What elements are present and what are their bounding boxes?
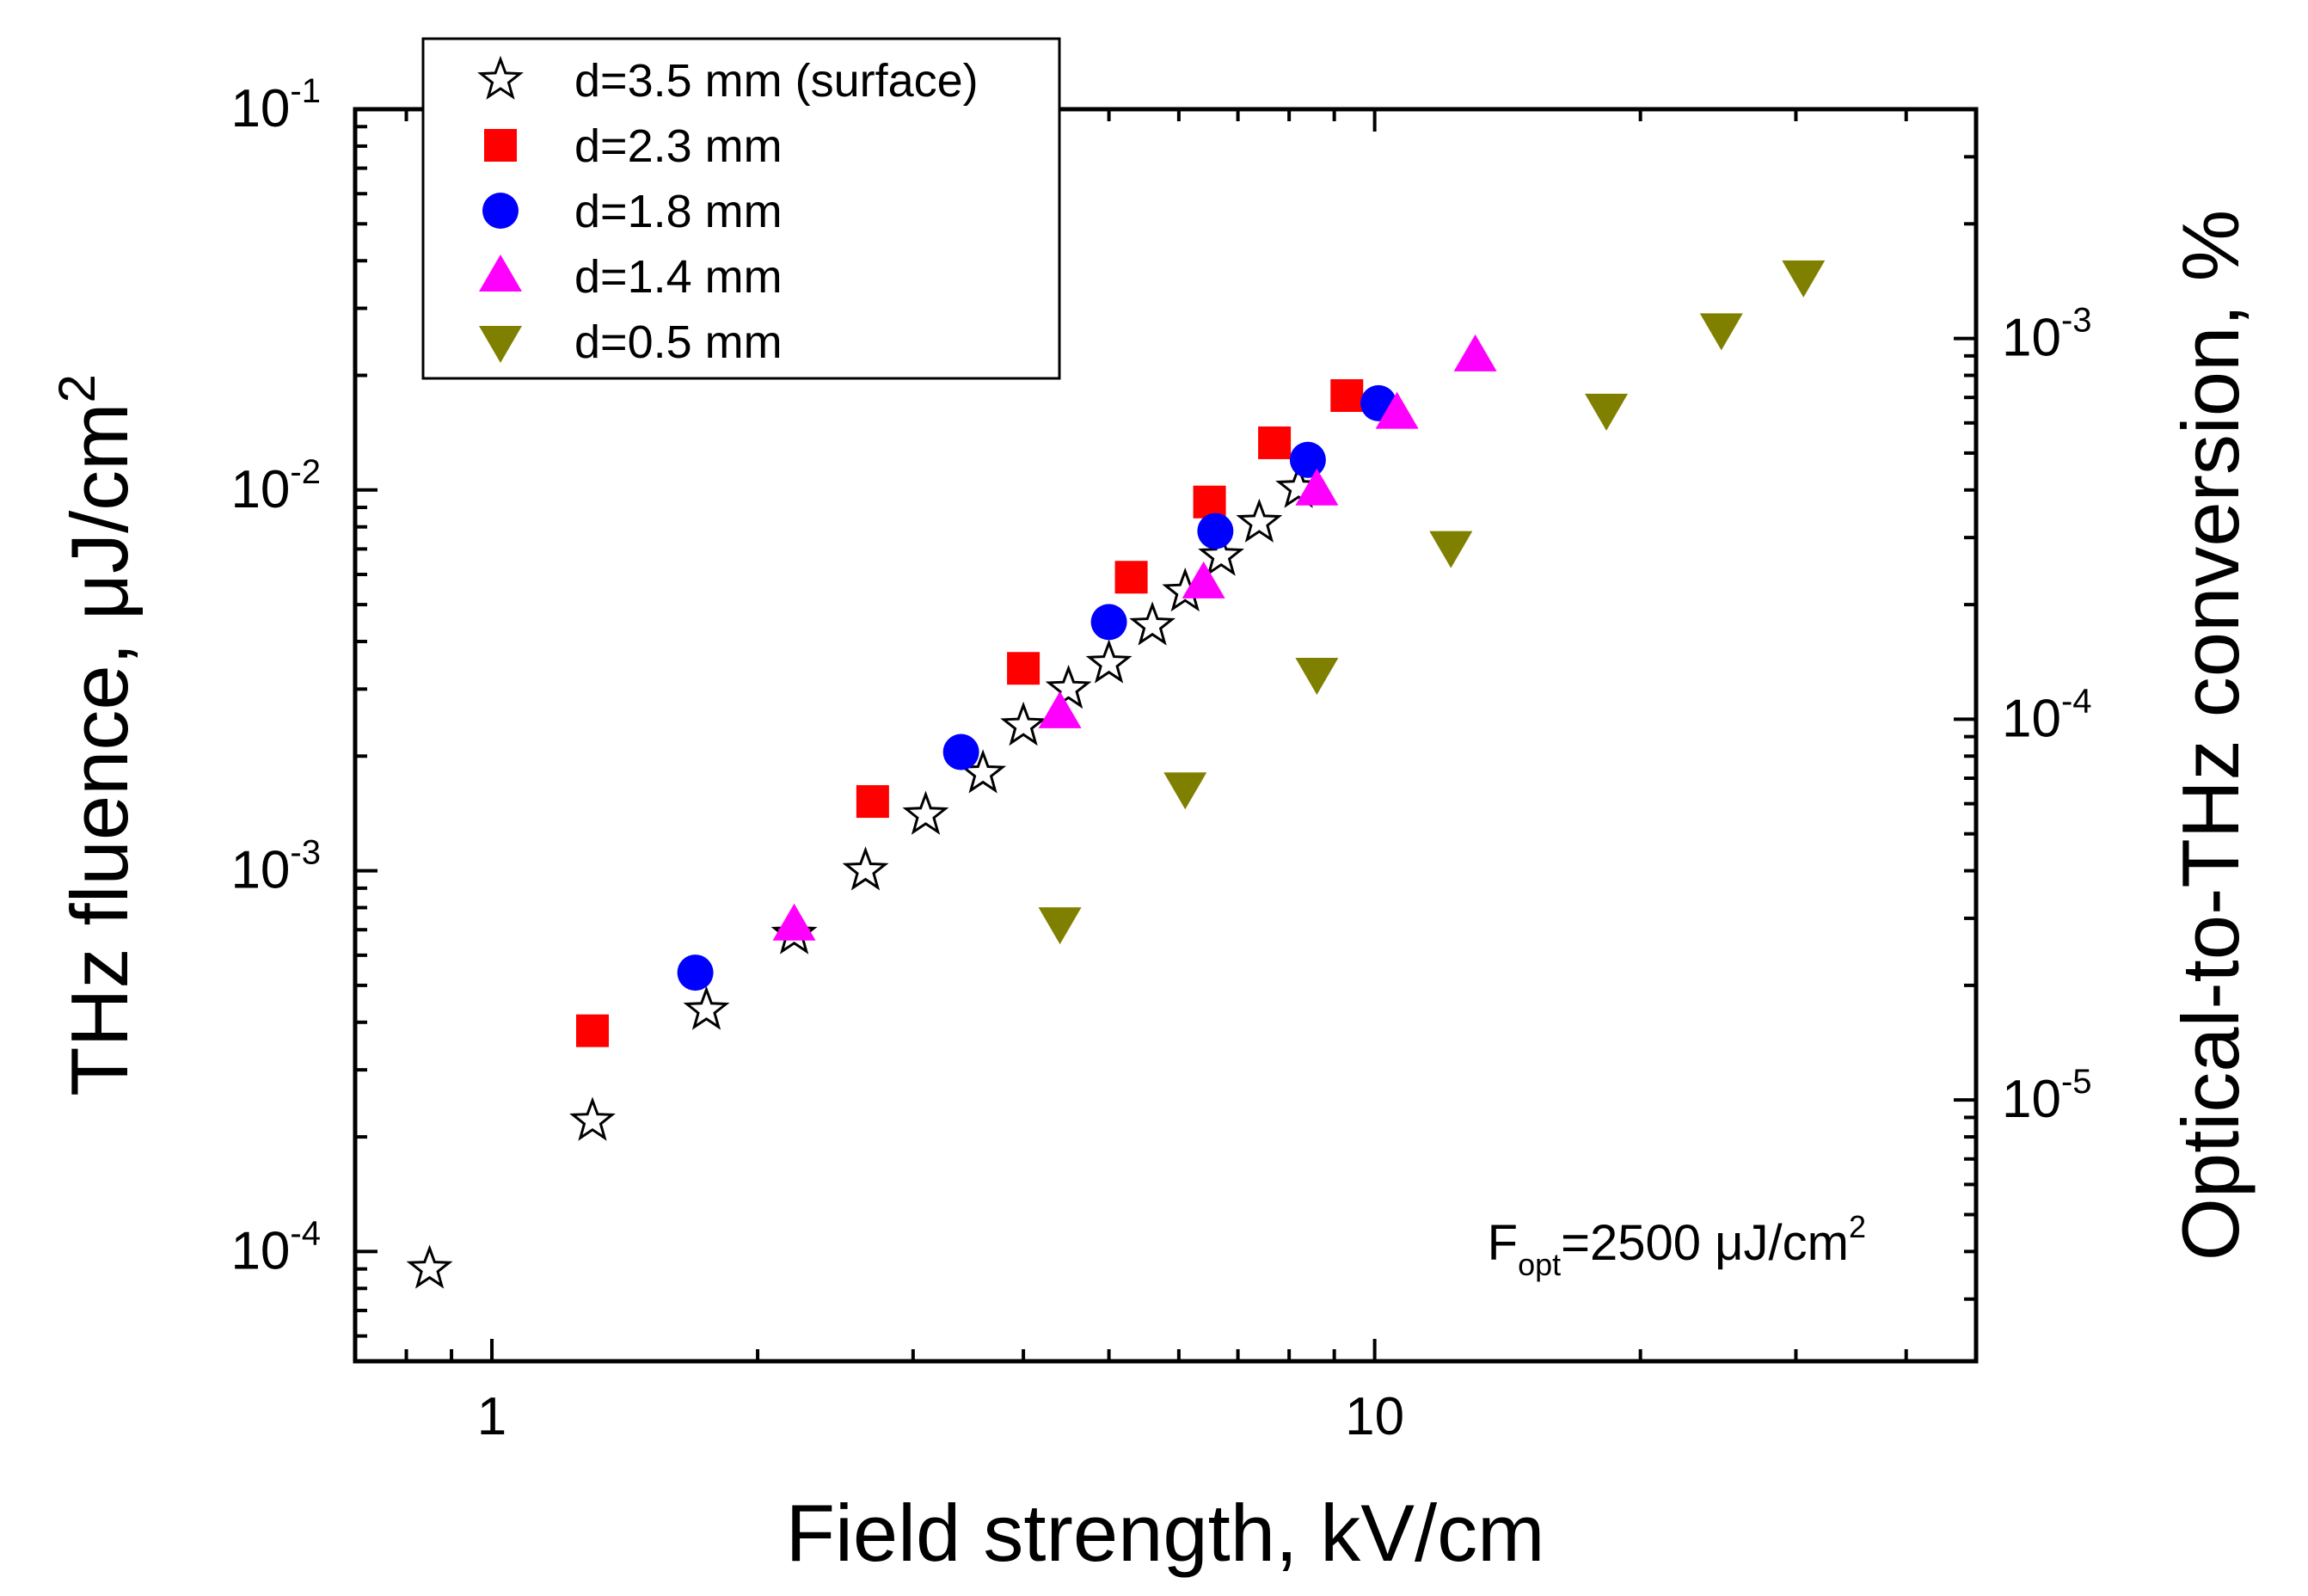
y-axis-label-text: THz fluence, μJ/cm: [54, 403, 144, 1096]
series-5: [1038, 260, 1826, 945]
data-point: [1236, 498, 1283, 543]
legend-marker: [484, 129, 517, 162]
data-point: [1114, 561, 1148, 594]
annotation-superscript: 2: [1849, 1209, 1866, 1244]
data-point: [842, 846, 889, 891]
data-point: [1038, 691, 1082, 728]
legend-marker: [482, 193, 519, 229]
data-point: [683, 985, 730, 1030]
legend-entry: d=1.8 mm: [482, 186, 783, 237]
data-point: [1000, 701, 1047, 746]
data-point: [1193, 485, 1226, 519]
data-point: [1007, 652, 1040, 685]
data-point: [1258, 426, 1292, 459]
y-axis-label: THz fluence, μJ/cm2: [48, 374, 144, 1096]
data-point: [1699, 313, 1743, 351]
annotation-main: F: [1488, 1215, 1518, 1271]
y-tick-exponent: -1: [290, 72, 321, 110]
legend-marker: [479, 255, 522, 292]
annotation-rest: =2500 μJ/cm: [1561, 1215, 1849, 1271]
x-axis-label: Field strength, kV/cm: [786, 1488, 1545, 1578]
data-point: [406, 1244, 453, 1289]
y2-tick-base: 10: [2002, 689, 2061, 748]
data-point: [942, 734, 979, 770]
legend-entry: d=0.5 mm: [479, 316, 783, 368]
x-tick-label: 10: [1345, 1387, 1404, 1446]
y-tick-exponent: -4: [290, 1214, 321, 1252]
y2-tick-base: 10: [2002, 1070, 2061, 1129]
data-point: [1045, 664, 1092, 709]
data-point: [1085, 639, 1133, 684]
fluence-annotation: Fopt=2500 μJ/cm2: [1488, 1209, 1866, 1282]
legend: d=3.5 mm (surface) d=2.3 mm d=1.8 mm d=1.4 …: [421, 37, 1061, 380]
annotation-subscript: opt: [1518, 1247, 1561, 1282]
y2-tick-label: 10-3: [2002, 302, 2092, 368]
y-tick-label: 10-3: [230, 834, 321, 900]
data-points: [406, 260, 1826, 1289]
y-tick-base: 10: [230, 841, 290, 900]
y-tick-exponent: -2: [290, 453, 321, 491]
legend-marker: [479, 326, 522, 363]
data-point: [1375, 391, 1419, 429]
data-point: [1782, 260, 1826, 298]
legend-label: d=0.5 mm: [574, 316, 783, 368]
y-axis-label-superscript: 2: [48, 374, 106, 402]
data-point: [1429, 531, 1473, 568]
y-tick-base: 10: [230, 460, 290, 519]
y-tick-label: 10-1: [230, 72, 321, 138]
y2-tick-label: 10-4: [2002, 682, 2092, 748]
data-point: [1182, 561, 1225, 598]
data-point: [1198, 531, 1245, 576]
data-point: [1090, 604, 1127, 641]
y-tick-exponent: -3: [290, 834, 321, 872]
legend-label: d=1.8 mm: [574, 186, 783, 237]
data-point: [856, 785, 889, 819]
legend-label: d=3.5 mm (surface): [574, 55, 979, 107]
data-point: [1295, 468, 1339, 506]
data-point: [677, 955, 714, 991]
data-point: [902, 790, 949, 835]
data-point: [1163, 772, 1207, 810]
x-tick-label: 1: [477, 1387, 506, 1446]
legend-marker: [477, 55, 524, 100]
data-point: [1585, 393, 1629, 431]
legend-label: d=2.3 mm: [574, 120, 783, 172]
data-point: [1330, 378, 1364, 412]
data-point: [1197, 513, 1234, 549]
data-point: [569, 1096, 616, 1141]
data-point: [772, 903, 816, 941]
y2-tick-base: 10: [2002, 309, 2061, 368]
y-tick-base: 10: [230, 79, 290, 138]
y-tick-label: 10-4: [230, 1214, 321, 1280]
data-point: [1295, 657, 1339, 695]
legend-entry: d=3.5 mm (surface): [477, 55, 979, 107]
data-point: [1453, 334, 1497, 371]
legend-entry: d=2.3 mm: [484, 120, 783, 172]
legend-label: d=1.4 mm: [574, 251, 783, 303]
y2-axis-label: Optical-to-THz conversion, %: [2165, 210, 2256, 1261]
y2-tick-exponent: -4: [2061, 682, 2092, 720]
y2-tick-exponent: -3: [2061, 302, 2092, 340]
data-point: [575, 1014, 609, 1047]
series-2: [575, 378, 1364, 1047]
legend-box: [421, 37, 1061, 380]
y-tick-label: 10-2: [230, 453, 321, 519]
data-point: [1129, 601, 1176, 646]
series-4: [772, 334, 1497, 941]
data-point: [1289, 441, 1326, 478]
data-point: [1038, 907, 1082, 945]
y2-tick-label: 10-5: [2002, 1063, 2092, 1129]
y-tick-base: 10: [230, 1221, 290, 1280]
legend-entry: d=1.4 mm: [479, 251, 783, 303]
series-3: [677, 384, 1397, 991]
series-1: [406, 463, 1323, 1289]
y2-tick-exponent: -5: [2061, 1063, 2092, 1101]
